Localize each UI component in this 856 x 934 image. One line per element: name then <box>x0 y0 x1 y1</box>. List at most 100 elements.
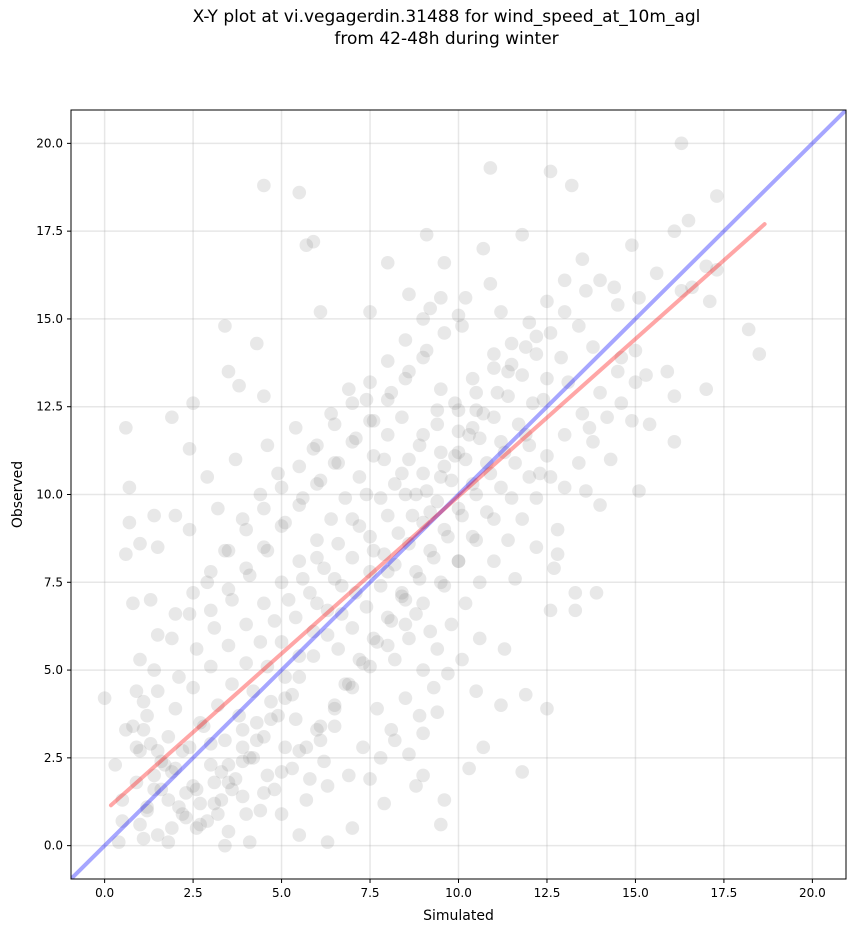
data-point <box>310 596 324 611</box>
data-point <box>292 649 307 663</box>
data-point <box>281 593 296 607</box>
data-point <box>501 389 515 403</box>
data-point <box>179 810 193 825</box>
data-point <box>412 571 427 586</box>
data-point <box>317 754 331 769</box>
data-point <box>366 413 381 428</box>
data-point <box>419 343 434 358</box>
data-point <box>416 312 430 326</box>
data-point <box>462 428 476 442</box>
data-point <box>451 424 466 439</box>
data-point <box>218 319 232 333</box>
data-point <box>242 568 257 583</box>
data-point <box>196 719 211 734</box>
data-point <box>257 540 271 554</box>
data-point <box>295 491 310 505</box>
data-point <box>504 357 519 372</box>
data-point <box>434 470 448 484</box>
data-point <box>526 396 540 411</box>
x-tick-label: 0.0 <box>95 886 114 900</box>
data-point <box>182 442 197 456</box>
data-point <box>115 793 130 807</box>
data-point <box>586 340 600 354</box>
data-point <box>165 631 179 646</box>
data-point <box>143 593 158 607</box>
data-point <box>313 733 328 748</box>
data-point <box>225 593 239 607</box>
data-point <box>497 642 512 656</box>
data-point <box>235 789 250 804</box>
y-tick-label: 10.0 <box>36 488 63 502</box>
data-point <box>699 382 714 396</box>
data-point <box>614 350 629 365</box>
data-point <box>487 554 501 569</box>
data-point <box>172 670 186 684</box>
data-point <box>557 428 572 442</box>
data-point <box>451 403 466 418</box>
data-point <box>434 817 448 832</box>
data-point <box>349 431 363 446</box>
data-point <box>211 698 225 712</box>
data-point <box>458 452 473 467</box>
data-point <box>320 603 335 618</box>
data-point <box>193 715 207 730</box>
data-point <box>752 347 767 361</box>
data-point <box>267 614 282 628</box>
data-point <box>465 420 480 435</box>
data-point <box>409 487 423 502</box>
data-point <box>426 680 441 695</box>
data-point <box>529 329 544 344</box>
data-point <box>412 708 427 723</box>
data-point <box>434 382 448 396</box>
data-point <box>416 596 430 611</box>
data-point <box>402 452 416 467</box>
data-point <box>150 744 165 758</box>
data-point <box>497 445 512 460</box>
data-point <box>299 793 314 807</box>
data-point <box>614 396 629 411</box>
data-point <box>430 494 445 509</box>
data-point <box>161 835 176 849</box>
data-point <box>572 319 586 333</box>
data-point <box>143 737 158 751</box>
data-point <box>292 744 307 758</box>
data-point <box>175 744 190 758</box>
data-point <box>589 586 604 600</box>
data-point <box>324 512 338 526</box>
data-point <box>239 807 253 821</box>
data-point <box>423 543 437 558</box>
data-point <box>370 701 384 716</box>
data-point <box>681 213 696 228</box>
data-point <box>257 389 271 403</box>
data-point <box>345 680 360 695</box>
data-point <box>448 396 462 411</box>
data-point <box>642 417 657 432</box>
data-point <box>218 838 232 853</box>
data-point <box>278 691 292 705</box>
data-point <box>108 758 123 772</box>
data-point <box>126 719 140 734</box>
data-point <box>278 670 292 684</box>
data-point <box>140 800 154 814</box>
data-point <box>133 652 147 667</box>
data-point <box>667 389 682 403</box>
data-point <box>352 519 367 533</box>
data-point <box>501 364 515 379</box>
data-point <box>632 484 646 498</box>
data-point <box>317 561 331 576</box>
data-point <box>306 649 321 663</box>
data-point <box>320 835 335 849</box>
data-point <box>430 642 445 656</box>
data-point <box>416 350 430 365</box>
data-point <box>133 817 147 832</box>
data-point <box>154 782 169 797</box>
data-point <box>437 326 452 340</box>
data-point <box>540 371 554 386</box>
data-point <box>430 403 445 418</box>
data-point <box>515 512 529 526</box>
data-point <box>140 803 154 818</box>
data-point <box>161 793 176 807</box>
data-point <box>476 740 491 755</box>
chart-title-line-2: from 42-48h during winter <box>334 29 559 49</box>
data-point <box>674 284 689 298</box>
